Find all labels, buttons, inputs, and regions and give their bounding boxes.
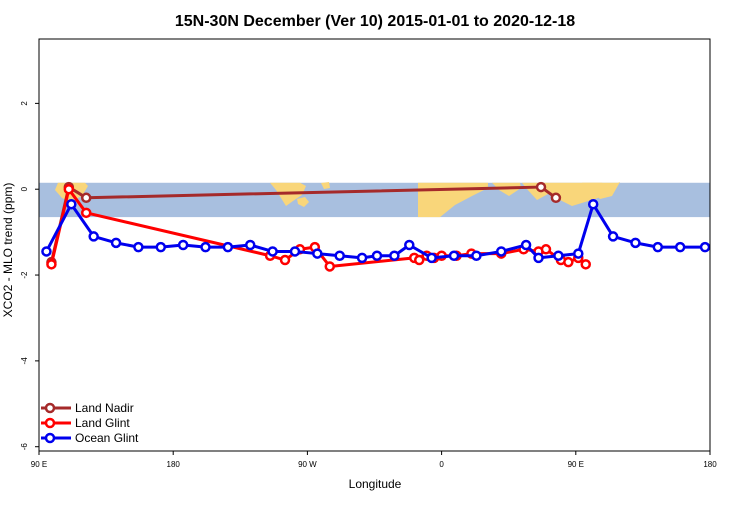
data-point	[46, 259, 57, 270]
data-point	[580, 259, 591, 270]
axis-layer: 90 E 180 90 W 0 90 E 180 2 0 -2 -4 -6	[20, 101, 717, 469]
data-point	[66, 198, 77, 210]
data-point	[520, 239, 532, 251]
y-tick-label: -2	[20, 271, 29, 279]
data-point	[155, 241, 167, 253]
data-point	[573, 248, 584, 259]
legend-swatch-marker	[44, 402, 56, 414]
data-point	[88, 231, 99, 242]
world-map-band	[39, 182, 710, 218]
data-point	[540, 244, 552, 255]
x-axis-label: Longitude	[349, 477, 402, 491]
data-point	[535, 181, 547, 193]
data-point	[200, 241, 211, 253]
series-layer	[41, 181, 711, 272]
x-tick-label: 0	[439, 460, 444, 469]
data-point	[471, 250, 482, 261]
data-point	[80, 207, 92, 219]
land-shape	[492, 182, 521, 196]
data-point	[448, 250, 460, 261]
y-tick-label: -6	[20, 443, 29, 451]
land-shape	[297, 197, 309, 207]
data-point	[404, 239, 415, 251]
data-point	[553, 250, 564, 261]
x-tick-label: 180	[703, 460, 717, 469]
y-tick-label: 0	[20, 186, 29, 191]
series-ocean-glint	[41, 198, 711, 264]
land-shape	[582, 182, 620, 199]
x-tick-label: 90 W	[298, 460, 317, 469]
chart-title: 15N-30N December (Ver 10) 2015-01-01 to …	[175, 13, 575, 30]
data-point	[630, 237, 641, 249]
data-point	[426, 252, 437, 264]
data-point	[550, 192, 562, 204]
data-point	[244, 239, 256, 251]
data-point	[674, 241, 686, 253]
data-point	[607, 231, 619, 242]
legend-item: Land Glint	[41, 416, 130, 430]
x-tick-label: 90 E	[568, 460, 584, 469]
plot-frame	[38, 38, 711, 452]
legend-swatch-marker	[44, 432, 56, 444]
data-point	[699, 241, 711, 253]
legend-label: Land Glint	[75, 416, 130, 430]
data-point	[177, 239, 189, 251]
data-point	[652, 241, 664, 253]
y-tick-label: 2	[20, 101, 29, 106]
legend-label: Land Nadir	[75, 401, 134, 415]
data-point	[356, 252, 368, 264]
land-shape	[418, 182, 488, 218]
data-point	[279, 254, 291, 266]
data-point	[133, 241, 144, 253]
land-shape	[321, 182, 330, 189]
data-point	[495, 246, 507, 257]
data-point	[80, 192, 92, 204]
data-point	[63, 183, 75, 195]
data-point	[289, 246, 301, 257]
data-point	[533, 252, 544, 264]
data-point	[222, 241, 234, 253]
data-point	[563, 256, 574, 268]
data-point	[587, 198, 599, 210]
legend-label: Ocean Glint	[75, 431, 139, 445]
x-tick-label: 90 E	[31, 460, 47, 469]
data-point	[41, 246, 52, 257]
data-point	[371, 250, 383, 261]
legend-item: Ocean Glint	[41, 431, 139, 445]
legend-swatch-marker	[44, 417, 56, 429]
data-point	[389, 250, 400, 261]
data-point	[312, 248, 323, 259]
y-axis-label: XCO2 - MLO trend (ppm)	[1, 183, 15, 318]
legend-item: Land Nadir	[41, 401, 134, 415]
data-point	[267, 246, 278, 257]
data-point	[334, 250, 345, 261]
data-point	[413, 254, 425, 266]
data-point	[110, 237, 122, 249]
x-tick-label: 180	[167, 460, 181, 469]
y-tick-label: -4	[20, 357, 29, 365]
data-point	[324, 261, 336, 272]
